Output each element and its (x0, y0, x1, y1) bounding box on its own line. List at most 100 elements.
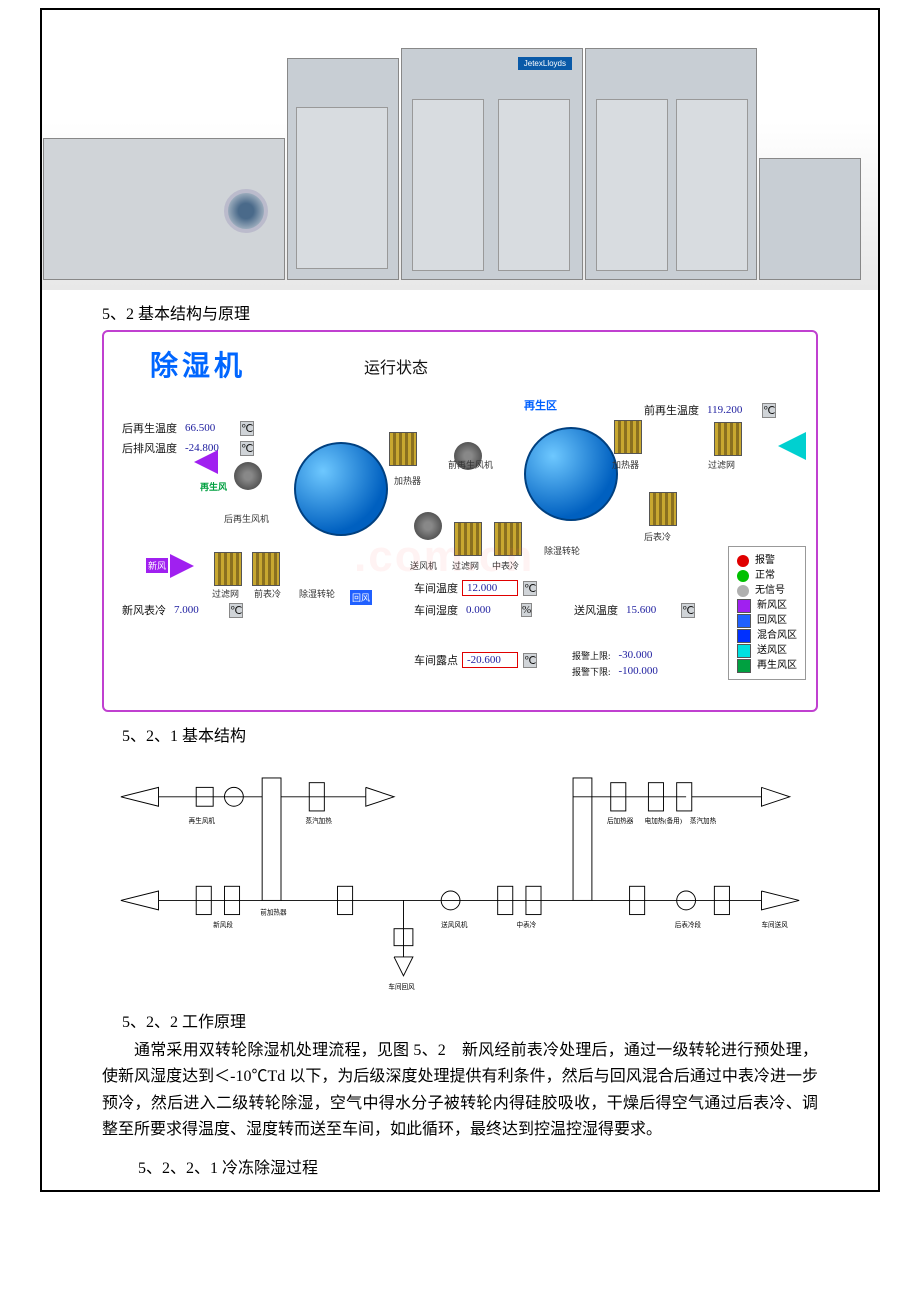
legend-swatch-icon (737, 614, 751, 628)
legend-row: 新风区 (737, 598, 797, 613)
cap-rear-regen-fan: 后再生风机 (224, 512, 269, 525)
schematic-label: 电加热(备用) (645, 816, 682, 825)
porthole-icon (224, 189, 268, 233)
door-panel (412, 99, 484, 271)
door-panel (498, 99, 570, 271)
heater-icon (614, 420, 642, 454)
schematic-label: 蒸汽加热 (305, 816, 332, 825)
alarm-value: -30.000 (615, 648, 663, 662)
legend-row: 无信号 (737, 583, 797, 598)
arrow-regen-in-icon (778, 432, 806, 460)
legend-dot-icon (737, 555, 749, 567)
legend-label: 新风区 (757, 598, 787, 613)
legend: 报警 正常 无信号 新风区 回风区 混合风区 送风区 再生风区 (728, 546, 806, 680)
schematic-label: 车间送风 (761, 920, 788, 929)
legend-label: 混合风区 (757, 628, 797, 643)
fan-icon (414, 512, 442, 540)
legend-label: 报警 (755, 553, 775, 568)
param-unit: ℃ (523, 581, 537, 596)
door-panel (676, 99, 748, 271)
cooler-icon (252, 552, 280, 586)
legend-label: 送风区 (757, 643, 787, 658)
param-unit: ℃ (523, 653, 537, 668)
structure-schematic: 再生风机 前加热器 蒸汽加热 后加热器 电加热(备用) 蒸汽加热 新风段 送风风… (102, 752, 818, 998)
legend-swatch-icon (737, 659, 751, 673)
heater-icon (389, 432, 417, 466)
schematic-label: 中表冷 (517, 920, 537, 929)
schematic-label: 送风风机 (441, 920, 468, 929)
param-room-temp: 车间温度 12.000 ℃ (414, 580, 538, 596)
schematic-label: 后表冷段 (675, 920, 702, 929)
cap-wheel2: 除湿转轮 (544, 544, 580, 557)
legend-dot-icon (737, 585, 749, 597)
schematic-label: 前加热器 (260, 908, 287, 917)
alarm-label: 报警下限: (572, 665, 611, 678)
cap-regen-wind: 再生风 (200, 480, 227, 493)
cap-rear-cooler: 后表冷 (644, 530, 671, 543)
legend-row: 送风区 (737, 643, 797, 658)
heading-5-2-1: 5、2、1 基本结构 (122, 722, 878, 746)
body-paragraph: 通常采用双转轮除湿机处理流程，见图 5、2 新风经前表冷处理后，通过一级转轮进行… (102, 1038, 818, 1144)
param-label: 送风温度 (574, 602, 618, 618)
legend-label: 再生风区 (757, 658, 797, 673)
page-border: JetexLloyds 5、2 基本结构与原理 除湿机 运行状态 再生区 (40, 8, 880, 1192)
schematic-label: 再生风机 (189, 816, 216, 825)
cap-supply-fan: 送风机 (410, 559, 437, 572)
cap-heater: 加热器 (394, 474, 421, 487)
cap-filter: 过滤网 (212, 587, 239, 600)
param-value: 119.200 (703, 403, 757, 417)
param-value: -24.800 (181, 441, 235, 455)
param-label: 后排风温度 (122, 440, 177, 456)
door-panel (596, 99, 668, 271)
param-value: 0.000 (462, 603, 516, 617)
filter-icon (454, 522, 482, 556)
unit-left (43, 138, 285, 280)
legend-swatch-icon (737, 644, 751, 658)
legend-swatch-icon (737, 599, 751, 613)
legend-label: 无信号 (755, 583, 785, 598)
cap-front-cooler: 前表冷 (254, 587, 281, 600)
param-label: 车间湿度 (414, 602, 458, 618)
param-label: 后再生温度 (122, 420, 177, 436)
param-supply-temp: 送风温度 15.600 ℃ (574, 602, 696, 618)
param-unit: ℃ (240, 421, 254, 436)
alarm-upper: 报警上限: -30.000 (572, 648, 663, 662)
param-rear-regen-temp: 后再生温度 66.500 ℃ (122, 420, 255, 436)
legend-row: 报警 (737, 553, 797, 568)
schematic-svg: 再生风机 前加热器 蒸汽加热 后加热器 电加热(备用) 蒸汽加热 新风段 送风风… (102, 752, 818, 998)
schematic-label: 蒸汽加热 (690, 816, 717, 825)
cap-fresh-wind: 新风 (146, 558, 168, 573)
cooler-icon (494, 522, 522, 556)
param-value: 15.600 (622, 603, 676, 617)
cap-return-wind: 回风 (350, 590, 372, 605)
product-photo: JetexLloyds (42, 10, 878, 290)
param-front-regen-temp: 前再生温度 119.200 ℃ (644, 402, 777, 418)
param-unit: ℃ (762, 403, 776, 418)
param-unit: % (521, 603, 532, 617)
heading-5-2-2-1: 5、2、2、1 冷冻除湿过程 (138, 1154, 878, 1178)
param-room-dewpoint: 车间露点 -20.600 ℃ (414, 652, 538, 668)
door-panel (296, 107, 388, 269)
param-value: -20.600 (462, 652, 518, 668)
param-value: 12.000 (462, 580, 518, 596)
legend-row: 再生风区 (737, 658, 797, 673)
dehum-wheel-1 (294, 442, 388, 536)
fan-icon (234, 462, 262, 490)
unit-right (585, 48, 757, 280)
legend-swatch-icon (737, 629, 751, 643)
dehum-wheel-2 (524, 427, 618, 521)
cap-filter2: 过滤网 (452, 559, 479, 572)
param-value: 7.000 (170, 603, 224, 617)
unit-mid: JetexLloyds (401, 48, 583, 280)
cap-wheel1: 除湿转轮 (299, 587, 335, 600)
alarm-label: 报警上限: (572, 649, 611, 662)
cap-front-regen-fan: 前再生风机 (448, 458, 493, 471)
param-label: 车间露点 (414, 652, 458, 668)
cooler-icon (649, 492, 677, 526)
param-unit: ℃ (681, 603, 695, 618)
legend-row: 正常 (737, 568, 797, 583)
operating-diagram: 除湿机 运行状态 再生区 加热器 前再生风机 后再生风机 过滤网 前表冷 除湿转… (102, 330, 818, 712)
unit-far (759, 158, 861, 280)
legend-label: 正常 (755, 568, 775, 583)
unit-up (287, 58, 399, 280)
